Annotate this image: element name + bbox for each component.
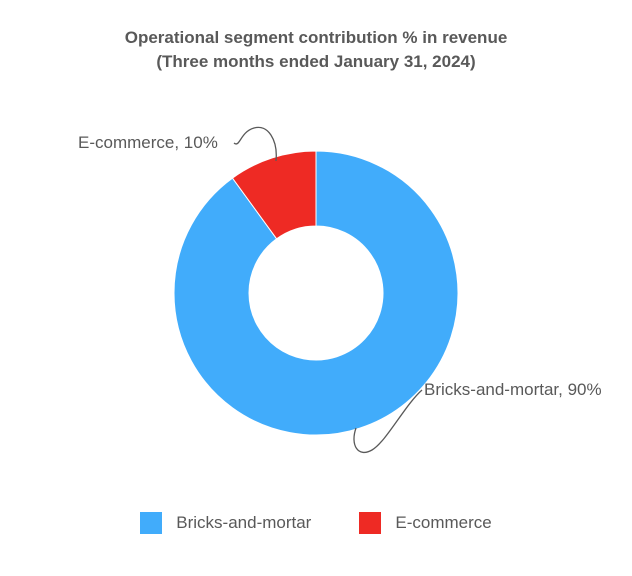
legend-label-bricks-and-mortar: Bricks-and-mortar — [176, 513, 312, 532]
legend-item-e-commerce[interactable]: E-commerce — [359, 512, 492, 534]
legend-item-bricks-and-mortar[interactable]: Bricks-and-mortar — [140, 512, 311, 534]
legend: Bricks-and-mortar E-commerce — [0, 512, 632, 534]
legend-label-e-commerce: E-commerce — [395, 513, 492, 532]
chart-title-block: Operational segment contribution % in re… — [0, 26, 632, 74]
chart-title: Operational segment contribution % in re… — [124, 28, 508, 47]
slice-e-commerce — [231, 150, 317, 240]
legend-swatch-bricks-and-mortar — [140, 512, 163, 534]
slice-bricks-and-mortar — [173, 150, 459, 436]
data-label-bricks-and-mortar: Bricks-and-mortar, 90% — [424, 380, 602, 399]
legend-swatch-e-commerce — [359, 512, 382, 534]
leader-line-bricks-and-mortar — [353, 389, 423, 453]
chart-subtitle: (Three months ended January 31, 2024) — [156, 52, 476, 71]
leader-line-e-commerce — [233, 126, 277, 162]
data-label-e-commerce: E-commerce, 10% — [78, 133, 218, 152]
